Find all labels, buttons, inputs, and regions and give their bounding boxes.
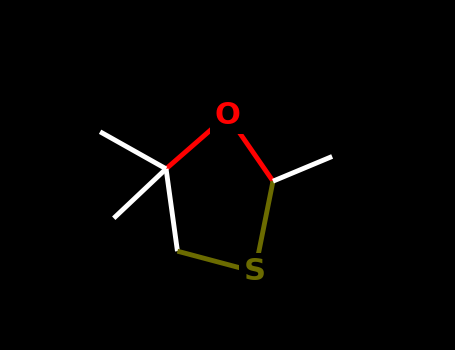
Text: S: S <box>244 257 266 286</box>
Text: O: O <box>215 101 240 130</box>
